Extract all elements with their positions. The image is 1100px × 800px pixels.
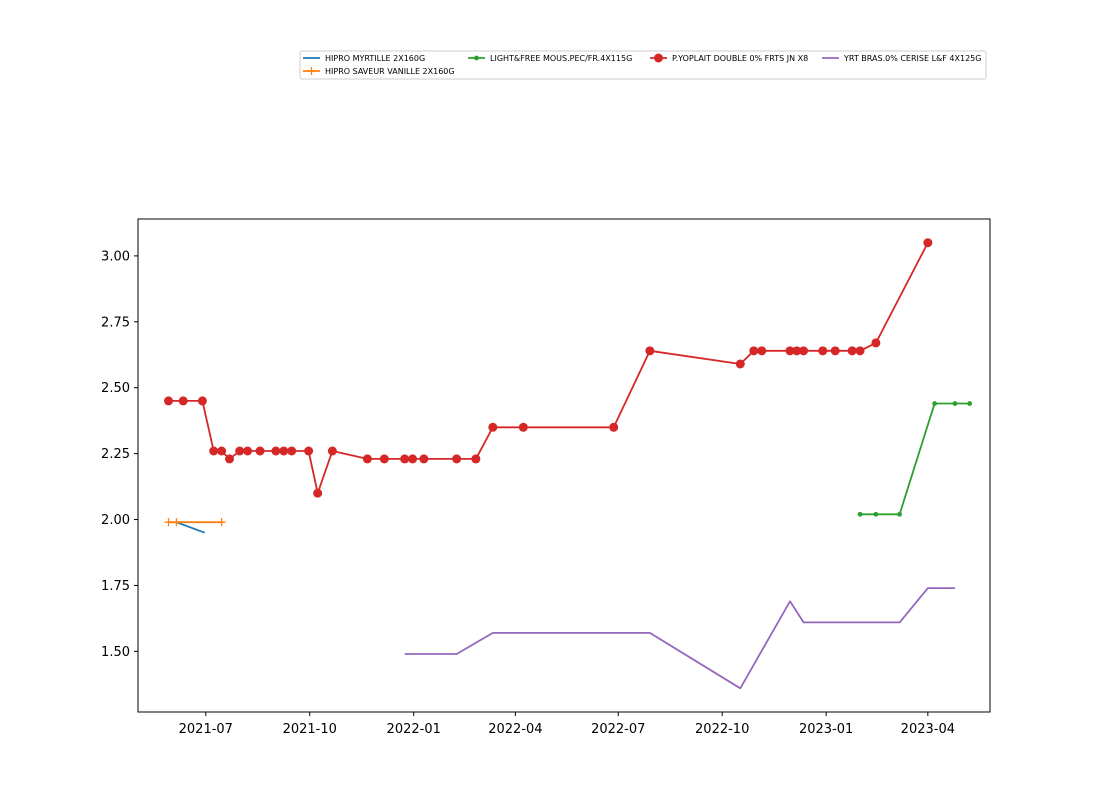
legend-item: LIGHT&FREE MOUS.PEC/FR.4X115G bbox=[468, 54, 632, 63]
legend-label: HIPRO SAVEUR VANILLE 2X160G bbox=[325, 67, 455, 76]
data-point bbox=[518, 422, 528, 432]
data-point bbox=[818, 346, 828, 356]
legend-marker bbox=[474, 55, 479, 61]
series-line bbox=[176, 521, 206, 534]
data-point bbox=[408, 454, 418, 464]
series-line bbox=[860, 402, 970, 516]
data-point bbox=[209, 446, 219, 456]
x-tick-label: 2022-10 bbox=[695, 722, 749, 737]
data-point bbox=[757, 346, 767, 356]
data-point bbox=[855, 346, 865, 356]
legend-label: HIPRO MYRTILLE 2X160G bbox=[325, 54, 425, 63]
data-point bbox=[799, 346, 809, 356]
data-point bbox=[327, 446, 337, 456]
data-point bbox=[379, 454, 389, 464]
series-layer bbox=[164, 238, 973, 690]
data-point bbox=[932, 401, 938, 406]
legend-label: LIGHT&FREE MOUS.PEC/FR.4X115G bbox=[490, 54, 632, 63]
data-point bbox=[279, 446, 289, 456]
legend-marker bbox=[307, 67, 316, 75]
data-point bbox=[871, 338, 881, 348]
data-point bbox=[488, 422, 498, 432]
series-hipro-myrtille-2x160g bbox=[176, 521, 206, 534]
y-tick-label: 1.50 bbox=[101, 645, 130, 660]
data-point bbox=[287, 446, 297, 456]
series-line bbox=[404, 587, 955, 690]
series-light-free-mous-pec-fr-4x115g bbox=[857, 401, 973, 517]
data-point bbox=[645, 346, 655, 356]
series-hipro-saveur-vanille-2x160g bbox=[164, 518, 226, 527]
x-tick-label: 2023-01 bbox=[799, 722, 853, 737]
data-point bbox=[197, 396, 207, 406]
y-axis: 1.50 1.75 2.00 2.25 2.50 2.75 3.00 bbox=[101, 249, 138, 660]
series-p-yoplait-double-0-frts-jn-x8 bbox=[164, 238, 933, 498]
data-point bbox=[830, 346, 840, 356]
data-point bbox=[313, 488, 323, 498]
data-point bbox=[164, 396, 174, 406]
data-point bbox=[792, 346, 802, 356]
x-tick-label: 2021-10 bbox=[283, 722, 337, 737]
x-tick-label: 2023-04 bbox=[901, 722, 955, 737]
data-point bbox=[164, 518, 173, 527]
data-point bbox=[217, 518, 226, 527]
data-point bbox=[847, 346, 857, 356]
data-point bbox=[952, 401, 958, 406]
data-point bbox=[967, 401, 973, 406]
data-point bbox=[609, 422, 619, 432]
data-point bbox=[217, 446, 227, 456]
legend-label: P.YOPLAIT DOUBLE 0% FRTS JN X8 bbox=[672, 54, 808, 63]
legend-marker bbox=[654, 53, 663, 63]
x-tick-label: 2022-07 bbox=[591, 722, 645, 737]
y-tick-label: 2.00 bbox=[101, 513, 130, 528]
data-point bbox=[735, 359, 745, 369]
x-tick-label: 2022-01 bbox=[387, 722, 441, 737]
legend: HIPRO MYRTILLE 2X160G HIPRO SAVEUR VANILL… bbox=[299, 50, 987, 80]
data-point bbox=[400, 454, 410, 464]
x-tick-label: 2021-07 bbox=[179, 722, 233, 737]
data-point bbox=[172, 518, 181, 527]
data-point bbox=[271, 446, 281, 456]
data-point bbox=[178, 396, 188, 406]
data-point bbox=[923, 238, 933, 248]
data-point bbox=[857, 511, 863, 517]
y-tick-label: 3.00 bbox=[101, 249, 130, 264]
series-yrt-bras-0-cerise-l-f-4x125g bbox=[404, 587, 955, 690]
data-point bbox=[362, 454, 372, 464]
data-point bbox=[255, 446, 265, 456]
data-point bbox=[304, 446, 314, 456]
data-point bbox=[873, 511, 879, 517]
data-point bbox=[419, 454, 429, 464]
x-tick-label: 2022-04 bbox=[488, 722, 542, 737]
data-point bbox=[471, 454, 481, 464]
legend-item: P.YOPLAIT DOUBLE 0% FRTS JN X8 bbox=[650, 53, 808, 63]
data-point bbox=[243, 446, 253, 456]
x-axis: 2021-07 2021-10 2022-01 2022-04 2022-07 2022-… bbox=[179, 712, 955, 737]
data-point bbox=[452, 454, 462, 464]
y-tick-label: 2.25 bbox=[101, 447, 130, 462]
data-point bbox=[235, 446, 245, 456]
legend-item: HIPRO SAVEUR VANILLE 2X160G bbox=[303, 67, 455, 76]
data-point bbox=[225, 454, 235, 464]
data-point bbox=[897, 511, 903, 517]
legend-item: HIPRO MYRTILLE 2X160G bbox=[303, 54, 425, 63]
legend-item: YRT BRAS.0% CERISE L&F 4X125G bbox=[822, 54, 981, 63]
y-tick-label: 2.75 bbox=[101, 315, 130, 330]
y-tick-label: 1.75 bbox=[101, 579, 130, 594]
legend-label: YRT BRAS.0% CERISE L&F 4X125G bbox=[843, 54, 981, 63]
data-point bbox=[785, 346, 795, 356]
plot-area-frame bbox=[137, 218, 991, 713]
series-line bbox=[168, 242, 929, 495]
y-tick-label: 2.50 bbox=[101, 381, 130, 396]
data-point bbox=[749, 346, 759, 356]
